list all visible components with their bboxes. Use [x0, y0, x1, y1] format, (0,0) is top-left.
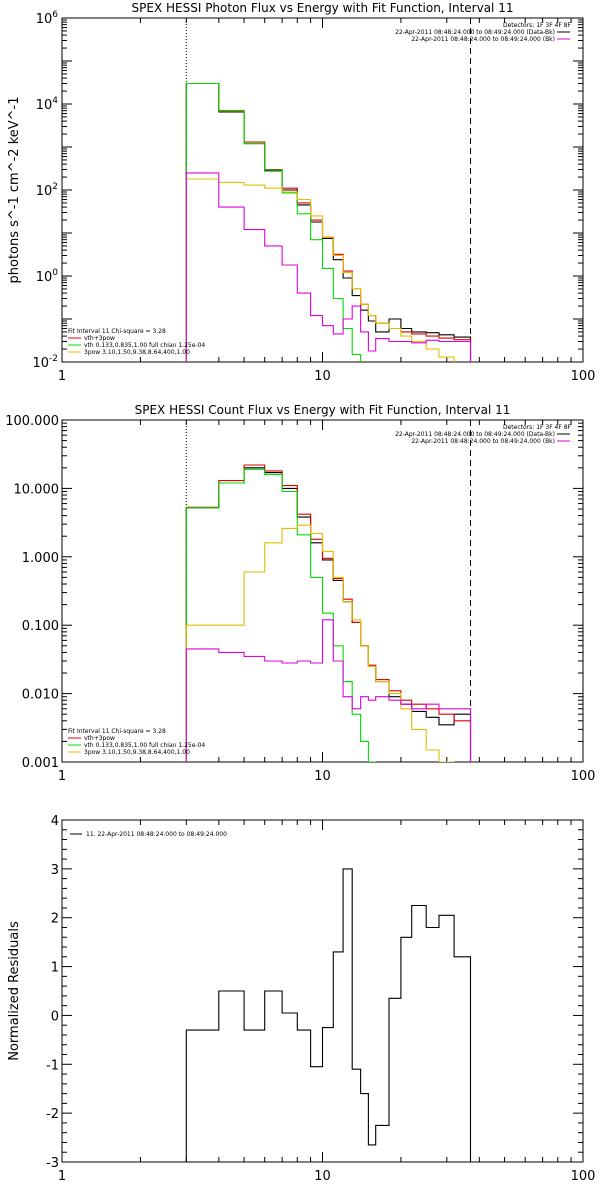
legend-entry: 11. 22-Apr-2011 08:48:24.000 to 08:49:24… — [86, 831, 227, 838]
y-tick-label: 102 — [36, 182, 58, 199]
chart-title: SPEX HESSI Count Flux vs Energy with Fit… — [135, 403, 511, 417]
legend-top-entry: 22-Apr-2011 08:48:24.000 to 08:49:24.000… — [395, 29, 555, 36]
legend-bottom-entry: vth 0.133,0.835,1.00 full chian 1.25e-04 — [84, 742, 205, 749]
legend-top-entry: 22-Apr-2011 08:48:24.000 to 08:49:24.000… — [411, 438, 555, 445]
legend-top-entry: Detectors: 1F 3F 4F 8F — [503, 424, 572, 431]
legend-bottom-entry: Fit Interval 11 Chi-square = 3.28 — [68, 328, 166, 335]
x-tick-label: 1 — [58, 1169, 66, 1184]
chart-panel-1: SPEX HESSI Photon Flux vs Energy with Fi… — [7, 1, 596, 384]
legend-bottom-entry: vth 0.133,0.835,1.00 full chian 1.25e-04 — [84, 342, 205, 349]
y-tick-label: 1 — [51, 961, 59, 976]
chart-panel-3: Normalized Residuals 1 10 100 -3 -2 -1 0 1 2 3 4 11.… — [7, 814, 595, 1184]
y-tick-label: -1 — [46, 1058, 59, 1073]
y-tick-label: 2 — [51, 912, 59, 927]
y-tick-label: 104 — [36, 96, 59, 113]
legend-bottom-entry: Fit Interval 11 Chi-square = 3.28 — [68, 728, 166, 735]
y-tick-label: 3 — [51, 863, 59, 878]
x-tick-label: 100 — [571, 369, 596, 384]
series-line-vth-3pow — [185, 464, 472, 762]
y-tick-label: -2 — [46, 1107, 59, 1122]
x-tick-label: 10 — [314, 1169, 331, 1184]
x-tick-label: 100 — [571, 769, 596, 784]
x-tick-label: 10 — [314, 769, 331, 784]
y-tick-label: 100 — [36, 268, 59, 285]
series-line-3pow — [185, 524, 455, 762]
y-tick-label: 10.000 — [14, 482, 60, 497]
legend-bottom-entry: vth+3pow — [84, 335, 115, 342]
legend-top-entry: Detectors: 1F 3F 4F 8F — [503, 22, 572, 29]
x-tick-label: 1 — [58, 369, 66, 384]
chart-title: SPEX HESSI Photon Flux vs Energy with Fi… — [132, 1, 514, 15]
x-tick-label: 100 — [571, 1169, 596, 1184]
legend-top-entry: 22-Apr-2011 08:48:24.000 to 08:49:24.000… — [411, 36, 555, 43]
legend-bottom-entry: vth+3pow — [84, 735, 115, 742]
plot-frame — [61, 819, 584, 1163]
legend-bottom-entry: 3pow 3.10,1.50,9.38,8.64,400,1.00 — [84, 749, 190, 756]
series-line-bk — [185, 619, 472, 762]
y-tick-label: 10-2 — [32, 354, 58, 371]
residuals-line — [185, 868, 472, 1162]
y-tick-label: 0.001 — [22, 756, 59, 771]
legend-bottom-entry: 3pow 3.10,1.50,9.38,8.64,400,1.00 — [84, 349, 190, 356]
chart-panel-2: SPEX HESSI Count Flux vs Energy with Fit… — [5, 403, 596, 784]
y-tick-label: 4 — [51, 814, 59, 829]
x-tick-label: 1 — [58, 769, 66, 784]
y-tick-label: 0.010 — [22, 688, 59, 703]
x-tick-label: 10 — [314, 369, 331, 384]
y-tick-label: 0.100 — [22, 619, 59, 634]
y-tick-label: -3 — [46, 1156, 59, 1171]
y-tick-label: 100.000 — [5, 414, 59, 429]
plot-area — [185, 868, 472, 1162]
series-line-vth — [185, 82, 362, 362]
y-tick-label: 106 — [36, 10, 59, 27]
legend-top-entry: 22-Apr-2011 08:48:24.000 to 08:49:24.000… — [395, 431, 555, 438]
plot-area — [185, 464, 472, 762]
series-line-data-bk — [185, 82, 472, 362]
series-line-vth-3pow — [185, 82, 472, 362]
plot-frame — [61, 17, 584, 363]
y-axis-label: Normalized Residuals — [7, 921, 22, 1061]
series-line-data-bk — [185, 467, 472, 762]
plot-area — [185, 82, 472, 362]
series-line-bk — [185, 172, 472, 362]
y-tick-label: 0 — [51, 1009, 59, 1024]
y-axis-label: photons s^-1 cm^-2 keV^-1 — [7, 96, 22, 283]
y-tick-label: 1.000 — [22, 551, 59, 566]
